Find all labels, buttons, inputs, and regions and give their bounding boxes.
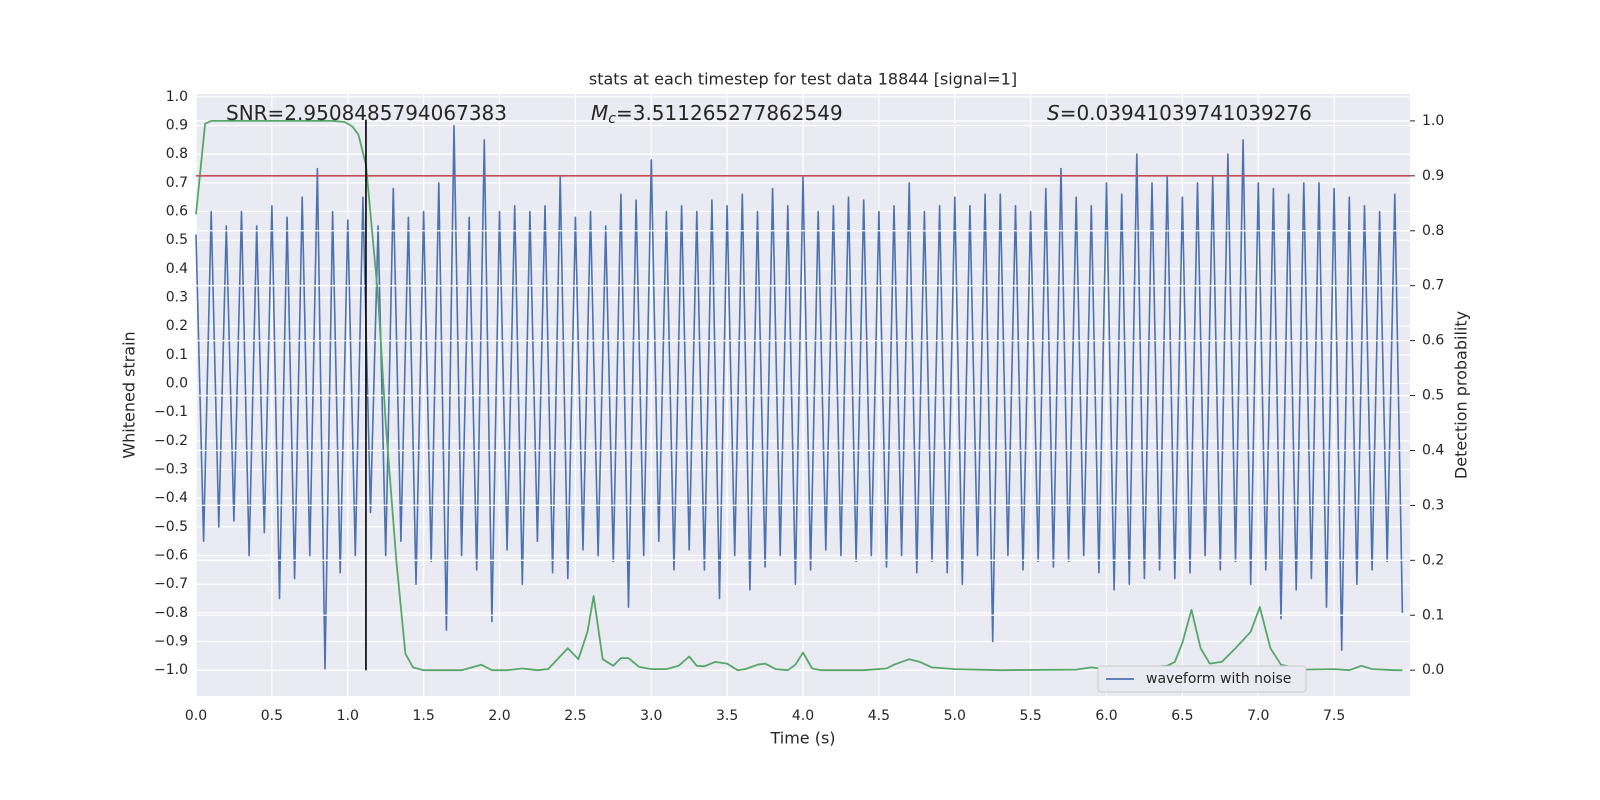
y-tick-label: 0.4 [166,261,188,277]
x-tick-label: 0.0 [185,708,207,724]
y-tick-label: −0.1 [154,404,188,420]
y-tick-label: −0.4 [154,490,188,506]
y2-tick-label: 0.5 [1422,388,1444,404]
y-tick-label: −0.6 [154,548,188,564]
y-tick-label: 0.3 [166,290,188,306]
y-tick-label: 0.0 [166,376,188,392]
x-tick-label: 2.5 [564,708,586,724]
y-tick-label: 0.8 [166,146,188,162]
probability-line [195,120,1403,672]
y-tick-label: 0.5 [166,232,188,248]
y-tick-label: −0.3 [154,462,188,478]
y-tick-label: −0.2 [154,433,188,449]
y-tick-label: 1.0 [166,89,188,105]
x-axis-label: Time (s) [769,729,835,748]
y2-tick-label: 0.1 [1422,607,1444,623]
x-tick-label: 6.0 [1095,708,1117,724]
waveform-line [195,124,1404,671]
y-tick-label: 0.9 [166,118,188,134]
x-tick-label: 4.0 [792,708,814,724]
chart-title: stats at each timestep for test data 188… [589,70,1017,89]
y2-axis-label: Detection probability [1452,311,1471,479]
y-tick-label: 0.1 [166,347,188,363]
y-axis-label: Whitened strain [120,331,139,458]
x-tick-label: 4.5 [868,708,890,724]
y2-tick-label: 0.0 [1422,662,1444,678]
y2-tick-label: 0.6 [1422,333,1444,349]
annotation-text: SNR=2.9508485794067383 [226,101,507,125]
y-tick-label: −1.0 [154,662,188,678]
annotation-text: =0.03941039741039276 [1060,101,1312,125]
legend-box [1097,665,1307,693]
x-tick-label: 1.5 [412,708,434,724]
x-tick-label: 6.5 [1171,708,1193,724]
y-tick-label: −0.5 [154,519,188,535]
y-tick-label: 0.2 [166,318,188,334]
x-tick-label: 0.5 [261,708,283,724]
annotation: Mc=3.511265277862549 [591,101,843,128]
x-tick-label: 3.0 [640,708,662,724]
x-tick-label: 7.5 [1323,708,1345,724]
x-tick-label: 5.0 [944,708,966,724]
annotation-symbol: M [591,101,608,125]
y2-tick-label: 0.2 [1422,552,1444,568]
annotation-subscript: c [608,111,616,127]
y2-tick-label: 1.0 [1422,113,1444,129]
annotation: S=0.03941039741039276 [1047,101,1312,125]
y-tick-label: 0.6 [166,204,188,220]
y2-tick-label: 0.3 [1422,497,1444,513]
annotation-symbol: S [1047,101,1060,125]
y2-tick-label: 0.4 [1422,442,1444,458]
x-tick-label: 3.5 [716,708,738,724]
y2-tick-label: 0.7 [1422,278,1444,294]
annotation-text: =3.511265277862549 [616,101,843,125]
y2-tick-label: 0.8 [1422,223,1444,239]
y-tick-label: −0.7 [154,576,188,592]
y-tick-label: 0.7 [166,175,188,191]
y2-tick-label: 0.9 [1422,168,1444,184]
y-tick-label: −0.9 [154,634,188,650]
y-tick-label: −0.8 [154,605,188,621]
x-tick-label: 5.5 [1019,708,1041,724]
annotation: SNR=2.9508485794067383 [226,101,507,125]
legend-label: waveform with noise [1146,671,1291,687]
x-tick-label: 7.0 [1247,708,1269,724]
x-tick-label: 2.0 [488,708,510,724]
x-tick-label: 1.0 [337,708,359,724]
